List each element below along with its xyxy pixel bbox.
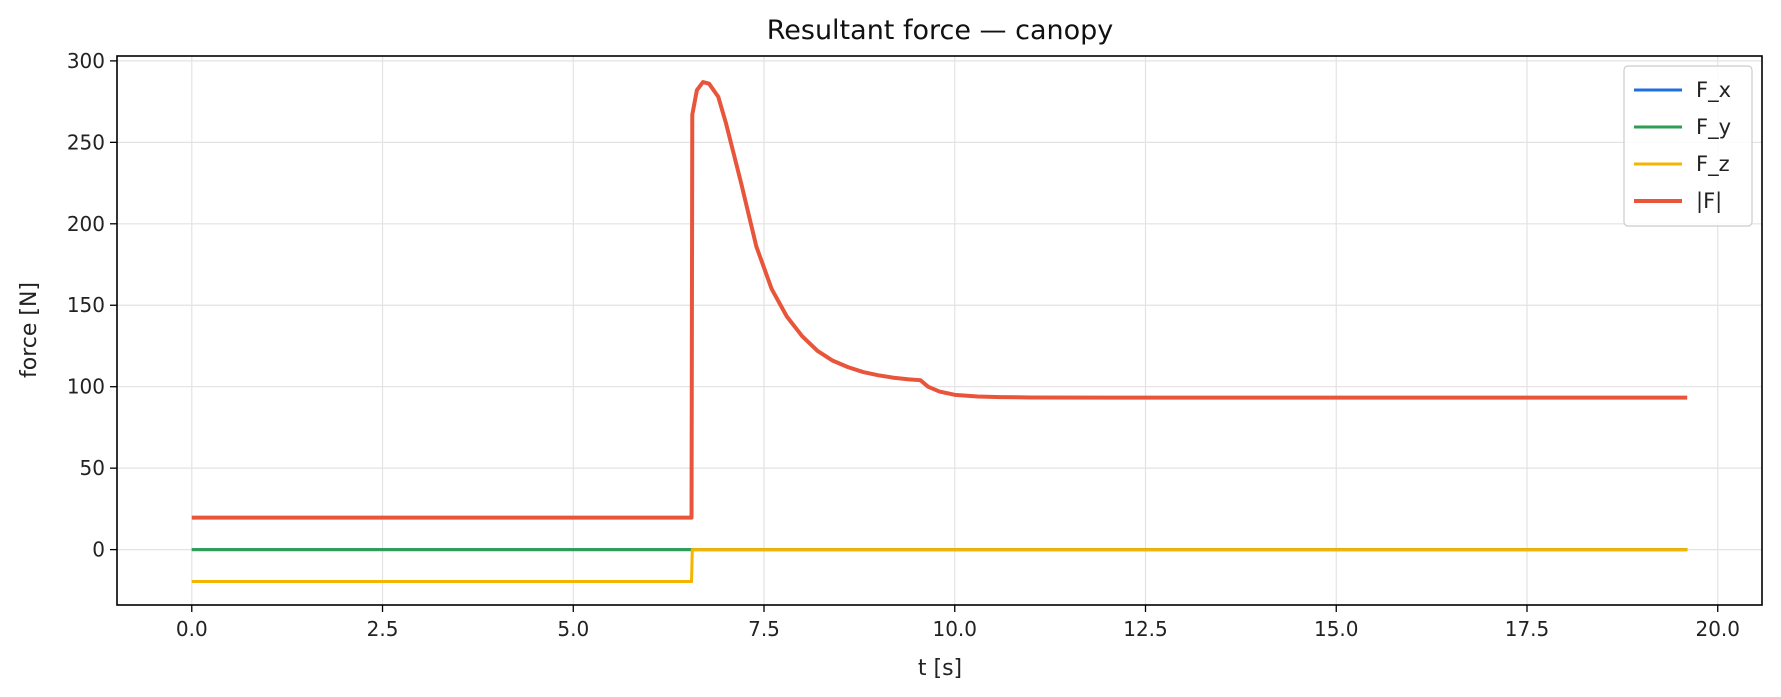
y-axis-label: force [N] <box>17 282 42 378</box>
x-tick-label: 17.5 <box>1505 617 1550 641</box>
y-tick-label: 300 <box>67 49 105 73</box>
x-tick-label: 20.0 <box>1695 617 1740 641</box>
x-tick-label: 12.5 <box>1123 617 1168 641</box>
y-tick-label: 50 <box>80 456 105 480</box>
x-tick-label: 0.0 <box>176 617 208 641</box>
axis-ticks: 0.0 2.5 5.0 7.5 10.0 12.5 15.0 17.5 20.0 0 50 100 15… <box>67 49 1740 641</box>
legend-label: F_z <box>1696 152 1730 177</box>
x-tick-label: 15.0 <box>1314 617 1359 641</box>
y-tick-label: 100 <box>67 375 105 399</box>
y-tick-label: 200 <box>67 212 105 236</box>
series-line-4 <box>191 80 1688 520</box>
legend-label: |F| <box>1696 189 1722 214</box>
x-axis-label: t [s] <box>918 656 962 681</box>
x-tick-label: 7.5 <box>748 617 780 641</box>
plot-series <box>191 80 1688 584</box>
legend: F_x F_y F_z |F| <box>1623 65 1753 227</box>
chart-title: Resultant force — canopy <box>767 15 1114 46</box>
legend-label: F_y <box>1696 115 1731 140</box>
x-tick-label: 5.0 <box>557 617 589 641</box>
x-tick-label: 10.0 <box>932 617 977 641</box>
y-tick-label: 0 <box>92 538 105 562</box>
x-tick-label: 2.5 <box>367 617 399 641</box>
y-tick-label: 250 <box>67 130 105 154</box>
series-line-3 <box>191 548 1688 584</box>
y-tick-label: 150 <box>67 293 105 317</box>
plot-frame <box>116 55 1763 606</box>
legend-label: F_x <box>1696 78 1731 103</box>
legend-box <box>1623 65 1753 227</box>
